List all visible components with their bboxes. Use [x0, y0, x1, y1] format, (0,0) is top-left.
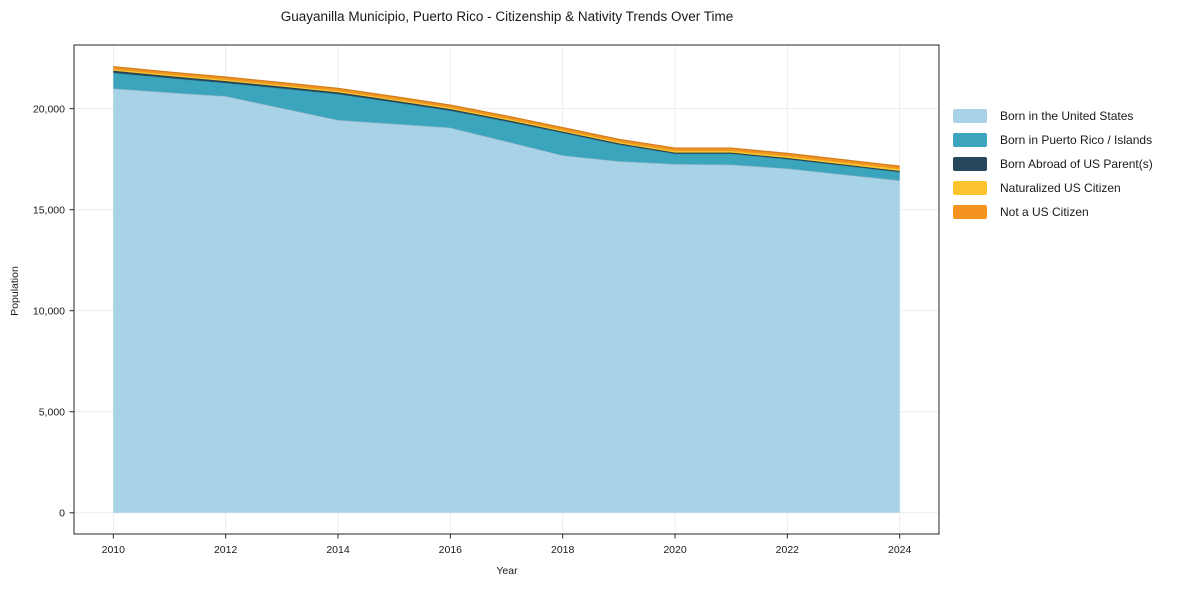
legend-swatch [953, 157, 987, 171]
legend-item-4: Not a US Citizen [953, 205, 1153, 219]
x-tick-label: 2022 [776, 544, 800, 556]
y-tick-label: 10,000 [33, 305, 65, 317]
x-tick-label: 2012 [214, 544, 238, 556]
legend-label: Naturalized US Citizen [1000, 181, 1121, 195]
x-axis-label: Year [496, 565, 518, 577]
plot-border [73, 44, 940, 535]
legend-swatch [953, 133, 987, 147]
x-tick-label: 2020 [663, 544, 687, 556]
legend-label: Not a US Citizen [1000, 205, 1089, 219]
x-tick-label: 2024 [888, 544, 912, 556]
chart-title: Guayanilla Municipio, Puerto Rico - Citi… [280, 9, 734, 24]
y-tick-label: 15,000 [33, 204, 65, 216]
x-tick-label: 2014 [326, 544, 350, 556]
area-layer-3 [113, 68, 900, 171]
area-edge-4 [113, 66, 900, 167]
x-tick-label: 2016 [439, 544, 463, 556]
y-tick-label: 0 [59, 507, 65, 519]
legend-label: Born Abroad of US Parent(s) [1000, 157, 1153, 171]
legend-swatch [953, 109, 987, 123]
x-tick-label: 2018 [551, 544, 575, 556]
x-tick-label: 2010 [102, 544, 126, 556]
area-layer-4 [113, 66, 900, 169]
legend-item-3: Naturalized US Citizen [953, 181, 1153, 195]
legend-item-1: Born in Puerto Rico / Islands [953, 133, 1153, 147]
legend-swatch [953, 205, 987, 219]
legend-label: Born in Puerto Rico / Islands [1000, 133, 1153, 147]
y-tick-label: 5,000 [39, 406, 65, 418]
area-layer-0 [113, 88, 900, 513]
legend-swatch [953, 181, 987, 195]
y-axis-label: Population [9, 266, 21, 316]
legend-label: Born in the United States [1000, 109, 1134, 123]
area-layer-1 [113, 72, 900, 181]
legend-item-0: Born in the United States [953, 109, 1153, 123]
y-tick-label: 20,000 [33, 103, 65, 115]
legend-item-2: Born Abroad of US Parent(s) [953, 157, 1153, 171]
legend: Born in the United States Born in Puerto … [953, 109, 1153, 229]
